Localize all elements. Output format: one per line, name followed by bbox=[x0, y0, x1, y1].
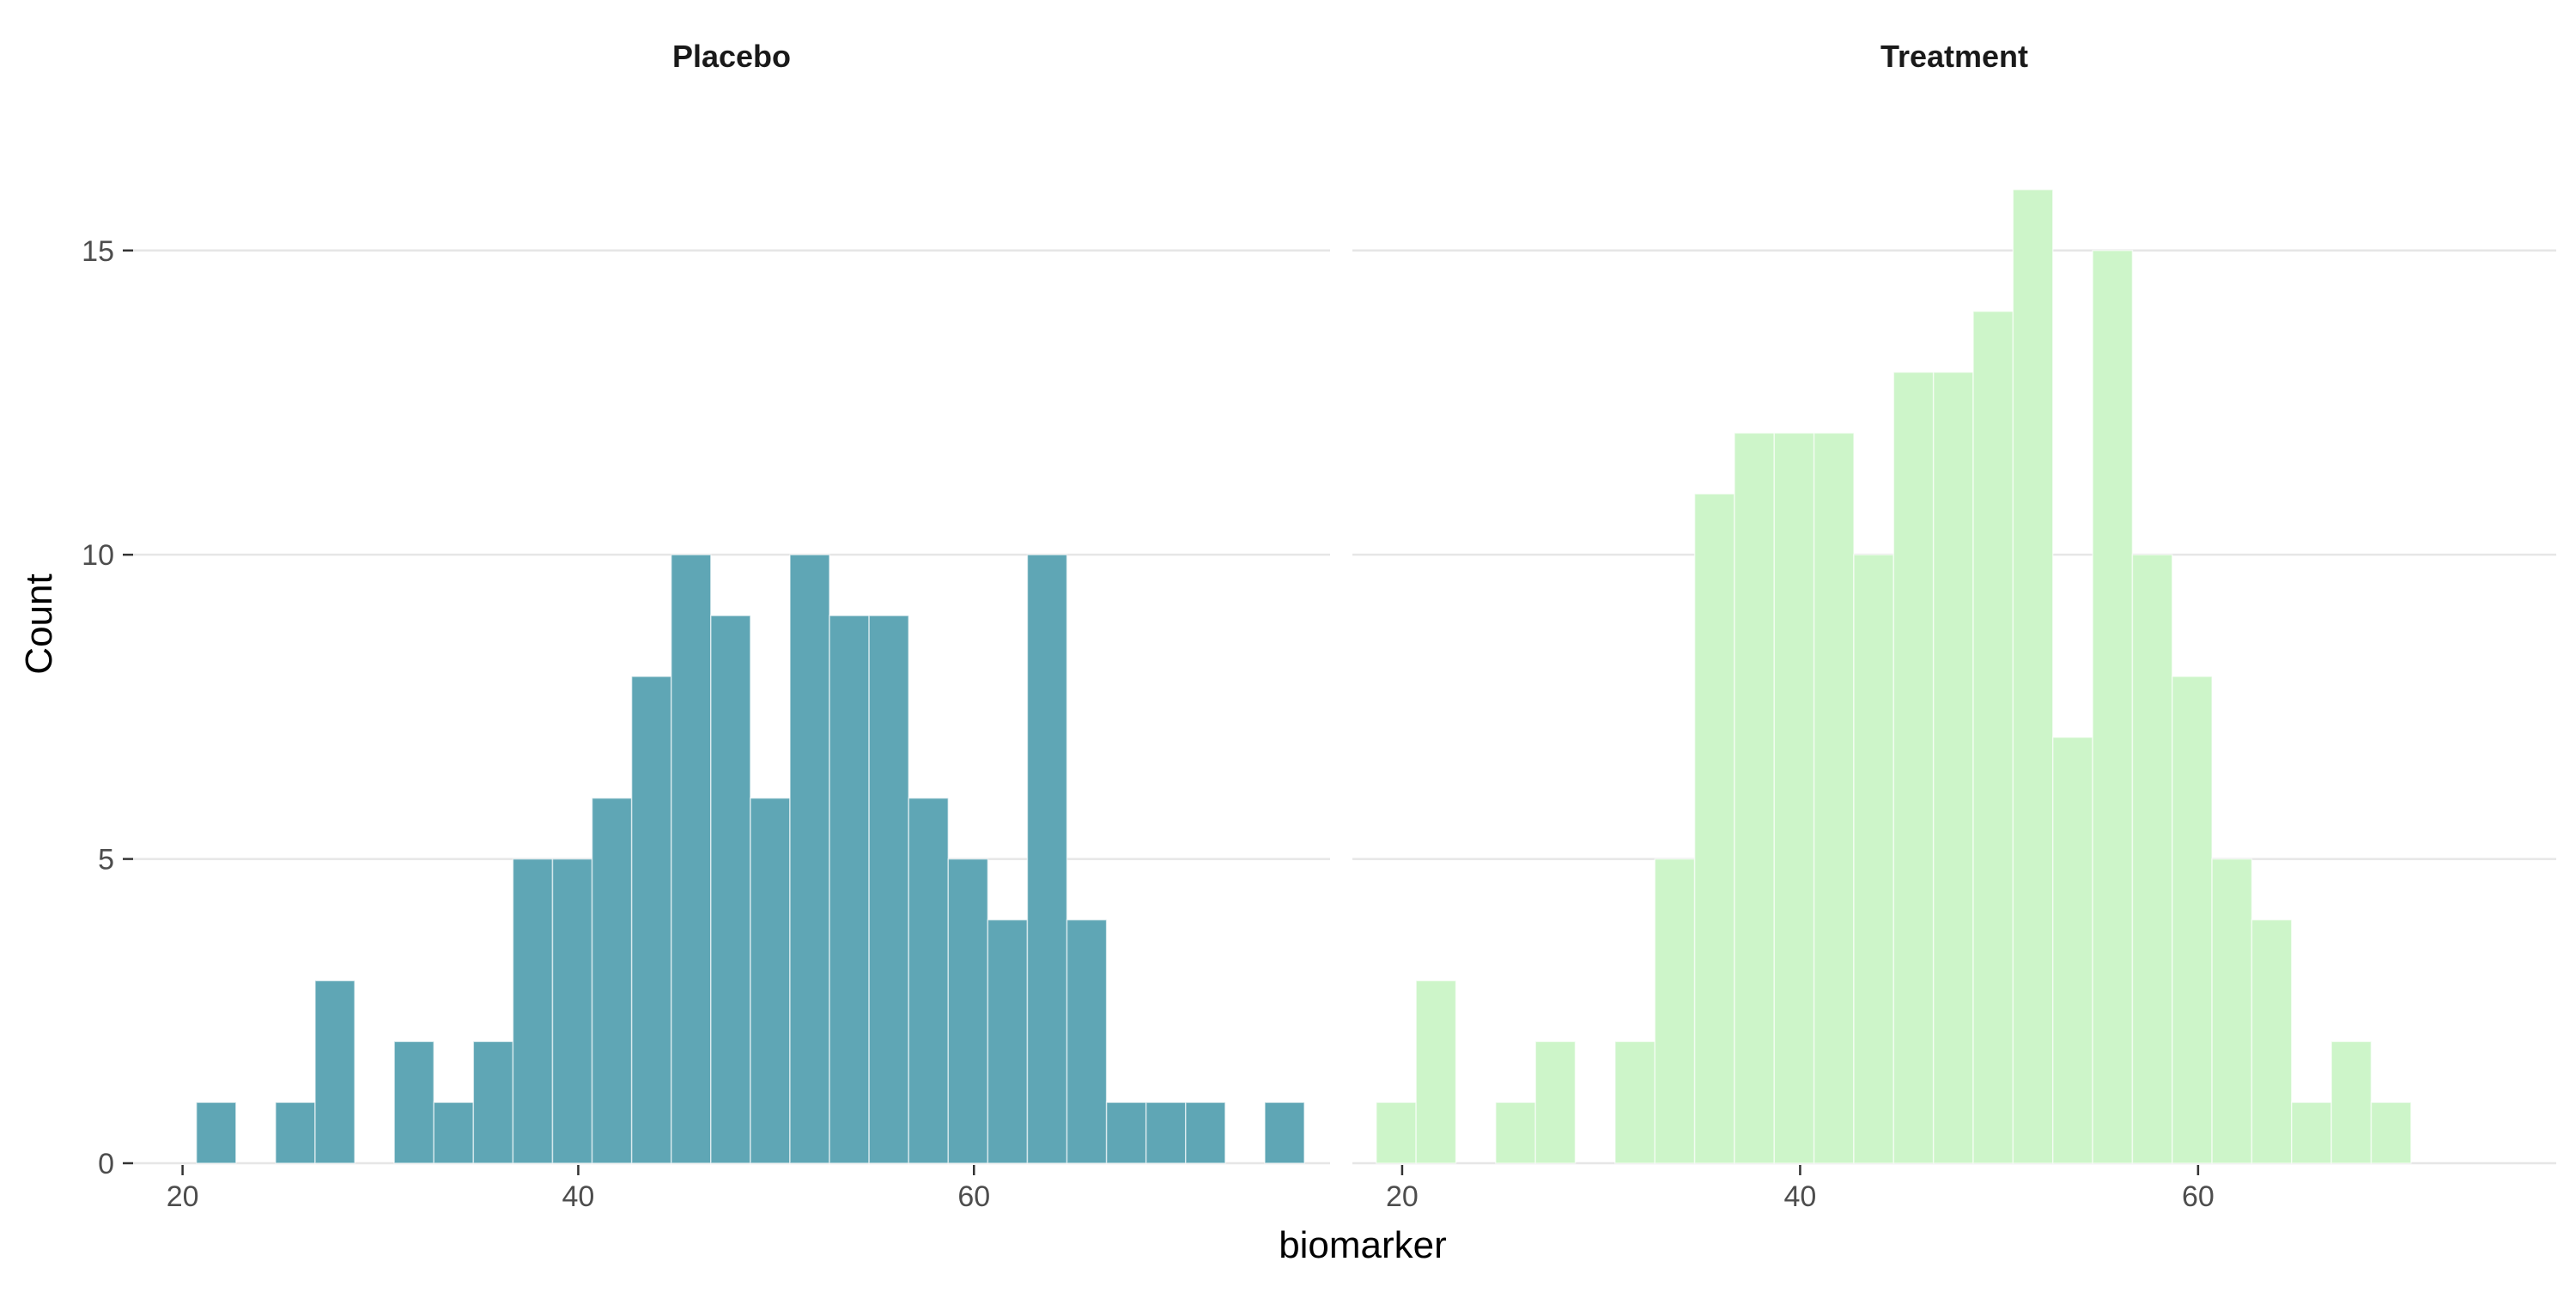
bar-treatment-14 bbox=[2012, 189, 2054, 1164]
bar-placebo-19 bbox=[1026, 554, 1068, 1164]
bar-treatment-17 bbox=[2131, 554, 2173, 1164]
panels-layer: 20 40 60 Placebo 20 40 60 Treatment bbox=[133, 39, 2556, 1213]
panel-treatment: 20 40 60 Treatment bbox=[1352, 39, 2556, 1213]
bar-placebo-4 bbox=[433, 1101, 475, 1164]
bar-treatment-21 bbox=[2291, 1101, 2332, 1164]
y-tick-label-5: 5 bbox=[98, 844, 114, 876]
bar-placebo-15 bbox=[868, 615, 909, 1164]
bar-treatment-4 bbox=[1614, 1040, 1656, 1164]
bar-placebo-20 bbox=[1066, 919, 1108, 1164]
bar-treatment-8 bbox=[1773, 432, 1815, 1164]
bar-treatment-16 bbox=[2092, 250, 2134, 1164]
bar-placebo-14 bbox=[829, 615, 870, 1164]
bar-treatment-9 bbox=[1813, 432, 1855, 1164]
bar-placebo-11 bbox=[710, 615, 751, 1164]
bar-placebo-7 bbox=[551, 858, 593, 1164]
y-axis: 0 5 10 15 bbox=[82, 235, 133, 1180]
bar-treatment-2 bbox=[1495, 1101, 1536, 1164]
bar-treatment-1 bbox=[1415, 980, 1457, 1164]
bar-placebo-6 bbox=[512, 858, 554, 1164]
panel-title-treatment: Treatment bbox=[1880, 39, 2028, 74]
bar-placebo-9 bbox=[630, 676, 672, 1164]
bar-placebo-17 bbox=[947, 858, 989, 1164]
y-tick-label-15: 15 bbox=[82, 235, 114, 268]
bar-treatment-23 bbox=[2370, 1101, 2412, 1164]
bar-placebo-18 bbox=[987, 919, 1029, 1164]
bar-placebo-16 bbox=[908, 797, 950, 1164]
bar-placebo-12 bbox=[750, 797, 791, 1164]
bar-treatment-15 bbox=[2051, 737, 2093, 1164]
bar-treatment-5 bbox=[1654, 858, 1696, 1164]
bar-placebo-24 bbox=[1264, 1101, 1305, 1164]
bar-treatment-13 bbox=[1972, 310, 2014, 1164]
bar-placebo-5 bbox=[472, 1040, 514, 1164]
bar-treatment-18 bbox=[2172, 676, 2213, 1164]
y-tick-label-0: 0 bbox=[98, 1148, 114, 1180]
x-tick-label-20: 20 bbox=[167, 1180, 199, 1213]
x-tick-label-60: 60 bbox=[957, 1180, 990, 1213]
bar-treatment-20 bbox=[2251, 919, 2293, 1164]
panel-placebo: 20 40 60 Placebo bbox=[133, 39, 1330, 1213]
panel-title-placebo: Placebo bbox=[672, 39, 791, 74]
bar-treatment-11 bbox=[1893, 371, 1935, 1164]
x-tick-label-40: 40 bbox=[1783, 1180, 1816, 1213]
bar-treatment-22 bbox=[2330, 1040, 2372, 1164]
bar-placebo-21 bbox=[1105, 1101, 1147, 1164]
x-tick-label-40: 40 bbox=[562, 1180, 595, 1213]
bar-placebo-2 bbox=[314, 980, 355, 1164]
x-tick-label-60: 60 bbox=[2182, 1180, 2215, 1213]
y-axis-title: Count bbox=[18, 573, 60, 674]
bar-treatment-19 bbox=[2211, 858, 2253, 1164]
bar-placebo-22 bbox=[1145, 1101, 1187, 1164]
bar-placebo-3 bbox=[393, 1040, 434, 1164]
bar-treatment-6 bbox=[1693, 493, 1735, 1164]
bar-placebo-8 bbox=[591, 797, 633, 1164]
bar-placebo-10 bbox=[670, 554, 712, 1164]
bar-placebo-13 bbox=[789, 554, 830, 1164]
x-tick-label-20: 20 bbox=[1386, 1180, 1419, 1213]
bar-treatment-10 bbox=[1853, 554, 1895, 1164]
bar-placebo-0 bbox=[195, 1101, 237, 1164]
y-tick-label-10: 10 bbox=[82, 539, 114, 572]
x-axis-title: biomarker bbox=[1279, 1224, 1447, 1266]
bar-treatment-7 bbox=[1734, 432, 1776, 1164]
bar-treatment-0 bbox=[1376, 1101, 1417, 1164]
bar-placebo-1 bbox=[275, 1101, 316, 1164]
bar-placebo-23 bbox=[1185, 1101, 1226, 1164]
bar-treatment-3 bbox=[1534, 1040, 1577, 1164]
bar-treatment-12 bbox=[1932, 371, 1974, 1164]
